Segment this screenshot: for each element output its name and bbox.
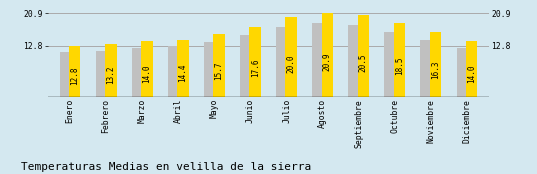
Bar (96, 51, 107, 97)
Bar (60, 52, 71, 97)
Text: 20.0: 20.0 (287, 54, 296, 73)
Bar (132, 48, 143, 97)
Text: 20.5: 20.5 (359, 54, 368, 72)
Bar (240, 35, 251, 97)
Text: 14.4: 14.4 (178, 64, 187, 82)
Bar (177, 39, 188, 97)
Bar (141, 41, 153, 97)
Bar (466, 41, 477, 97)
Bar (286, 17, 297, 97)
Text: Temperaturas Medias en velilla de la sierra: Temperaturas Medias en velilla de la sie… (21, 162, 312, 172)
Bar (384, 32, 396, 97)
Bar (358, 15, 369, 97)
Bar (394, 23, 405, 97)
Text: 16.3: 16.3 (431, 61, 440, 79)
Text: 17.6: 17.6 (251, 58, 260, 77)
Bar (168, 46, 179, 97)
Bar (249, 27, 261, 97)
Bar (105, 44, 117, 97)
Text: 12.8: 12.8 (70, 67, 79, 85)
Bar (69, 46, 81, 97)
Bar (349, 25, 360, 97)
Bar (456, 48, 468, 97)
Text: 14.0: 14.0 (142, 65, 151, 83)
Text: 18.5: 18.5 (395, 57, 404, 76)
Bar (204, 42, 215, 97)
Text: 14.0: 14.0 (467, 65, 476, 83)
Bar (213, 34, 225, 97)
Bar (420, 40, 432, 97)
Text: 20.9: 20.9 (323, 53, 332, 71)
Bar (322, 13, 333, 97)
Text: 13.2: 13.2 (106, 66, 115, 84)
Bar (276, 27, 288, 97)
Bar (430, 32, 441, 97)
Text: 15.7: 15.7 (215, 62, 223, 80)
Bar (312, 23, 324, 97)
